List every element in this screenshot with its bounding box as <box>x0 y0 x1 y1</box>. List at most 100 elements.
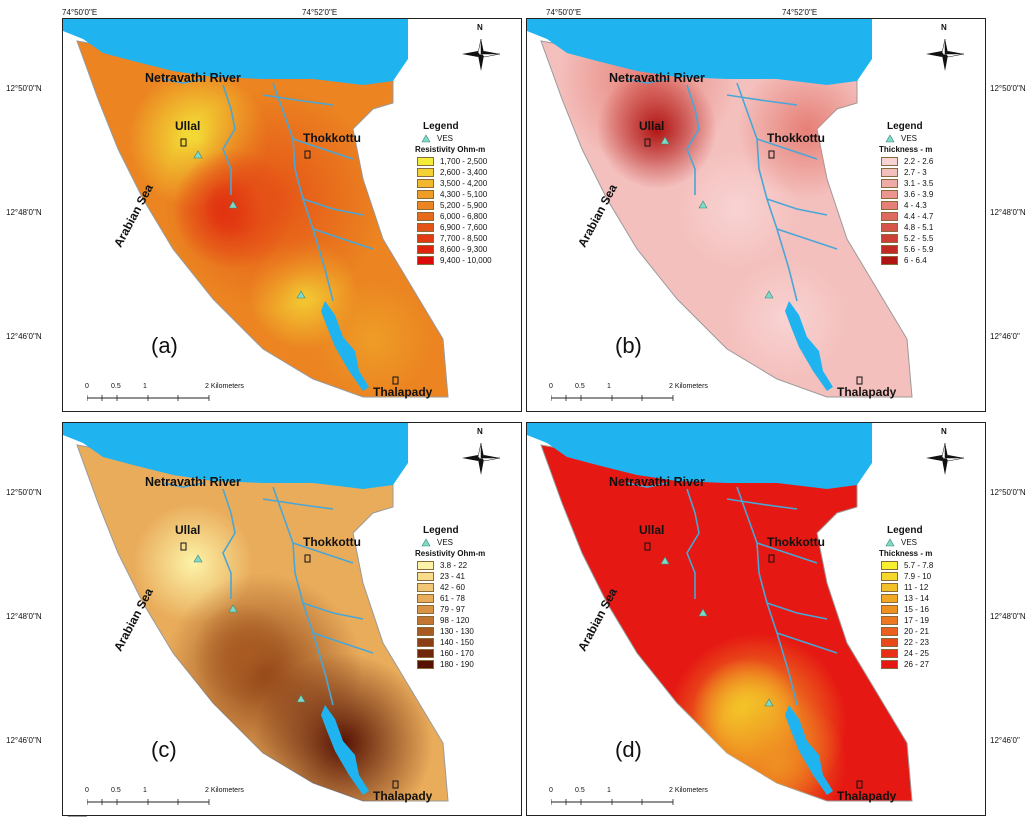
stream-line <box>736 82 798 302</box>
legend-ves-label: VES <box>437 538 454 547</box>
legend-range-label: 2.7 - 3 <box>904 168 927 177</box>
legend-swatch <box>881 649 898 658</box>
legend-swatch <box>417 201 434 210</box>
legend-range-label: 17 - 19 <box>904 616 929 625</box>
legend-swatch <box>417 168 434 177</box>
legend-class-row: 5.2 - 5.5 <box>881 233 985 244</box>
legend-class-row: 7,700 - 8,500 <box>417 233 521 244</box>
legend-swatch <box>881 605 898 614</box>
legend-range-label: 5.2 - 5.5 <box>904 234 934 243</box>
longitude-label: 74°50'0"E <box>62 8 98 17</box>
legend-range-label: 5.7 - 7.8 <box>904 561 934 570</box>
legend-range-label: 79 - 97 <box>440 605 465 614</box>
legend-range-label: 9,400 - 10,000 <box>440 256 492 265</box>
legend-ves-entry: VES <box>885 134 985 143</box>
legend-range-label: 24 - 25 <box>904 649 929 658</box>
ves-icon <box>885 134 895 143</box>
map-legend: Legend VES Resistivity Ohm-m 3.8 - 22 23 - 4… <box>403 525 521 670</box>
legend-range-label: 4 - 4.3 <box>904 201 927 210</box>
legend-heading: Resistivity Ohm-m <box>415 145 486 154</box>
scale-tick-label: 0.5 <box>111 787 121 794</box>
north-arrow-icon <box>922 437 968 484</box>
lagoon-water <box>321 301 369 391</box>
place-thokkottu: Thokkottu <box>767 535 825 549</box>
ves-marker <box>193 554 203 563</box>
town-marker <box>180 542 187 551</box>
legend-swatch <box>417 561 434 570</box>
place-ullal: Ullal <box>175 523 201 537</box>
stream-line <box>162 78 204 84</box>
town-marker <box>180 138 187 147</box>
legend-swatch <box>417 223 434 232</box>
legend-range-label: 4.8 - 5.1 <box>904 223 934 232</box>
north-arrow-icon <box>458 437 504 484</box>
legend-range-label: 7.9 - 10 <box>904 572 932 581</box>
legend-class-row: 140 - 150 <box>417 637 521 648</box>
north-label: N <box>477 427 483 436</box>
legend-swatch <box>417 649 434 658</box>
legend-swatch <box>881 638 898 647</box>
legend-swatch <box>881 234 898 243</box>
ves-marker <box>228 200 238 209</box>
legend-class-row: 2.7 - 3 <box>881 167 985 178</box>
stream-line <box>776 228 838 250</box>
stream-line <box>162 482 204 488</box>
legend-class-row: 6 - 6.4 <box>881 255 985 266</box>
ves-marker <box>296 290 306 299</box>
legend-title: Legend <box>887 121 923 132</box>
legend-range-label: 3.8 - 22 <box>440 561 468 570</box>
legend-swatch <box>417 594 434 603</box>
latitude-label: 12°50'0"N <box>990 488 1026 497</box>
stream-line <box>686 488 700 599</box>
stream-line <box>302 198 364 216</box>
legend-class-row: 130 - 130 <box>417 626 521 637</box>
legend-swatch <box>417 256 434 265</box>
stream-line <box>262 94 334 106</box>
river-water <box>527 19 872 85</box>
river-water <box>63 19 408 85</box>
legend-swatch <box>417 605 434 614</box>
legend-class-row: 11 - 12 <box>881 582 985 593</box>
legend-swatch <box>881 256 898 265</box>
scale-tick-label: 2 Kilometers <box>669 787 708 794</box>
ves-marker <box>296 694 306 703</box>
ves-marker <box>228 604 238 613</box>
legend-swatch <box>417 190 434 199</box>
legend-range-label: 4,300 - 5,100 <box>440 190 488 199</box>
map-canvas <box>63 19 449 398</box>
legend-range-label: 140 - 150 <box>440 638 474 647</box>
lagoon-water <box>785 301 833 391</box>
ves-icon <box>885 538 895 547</box>
stream-line <box>756 138 818 160</box>
longitude-label: 74°50'0"E <box>546 8 582 17</box>
river-name: Netravathi River <box>145 71 241 85</box>
longitude-label: 74°52'0"E <box>302 8 338 17</box>
legend-range-label: 20 - 21 <box>904 627 929 636</box>
legend-class-row: 6,000 - 6,800 <box>417 211 521 222</box>
place-thalapady: Thalapady <box>373 385 433 399</box>
town-marker <box>768 150 775 159</box>
panel-label: (c) <box>151 737 177 762</box>
town-marker <box>644 542 651 551</box>
scale-tick-label: 0 <box>85 787 89 794</box>
map-canvas <box>527 19 913 398</box>
legend-class-row: 79 - 97 <box>417 604 521 615</box>
panel-label: (b) <box>615 333 642 358</box>
legend-class-row: 5.6 - 5.9 <box>881 244 985 255</box>
legend-class-row: 3.1 - 3.5 <box>881 178 985 189</box>
place-thalapady: Thalapady <box>373 789 433 803</box>
scale-bar: 0 0.5 1 2 Kilometers <box>549 383 749 407</box>
legend-title: Legend <box>423 121 459 132</box>
contour-zone <box>193 603 293 703</box>
ves-marker <box>193 150 203 159</box>
legend-ves-entry: VES <box>885 538 985 547</box>
river-name: Netravathi River <box>609 475 705 489</box>
legend-swatch <box>881 179 898 188</box>
legend-class-row: 22 - 23 <box>881 637 985 648</box>
town-marker <box>856 780 863 789</box>
stream-line <box>776 632 838 654</box>
stream-line <box>756 542 818 564</box>
legend-range-label: 4.4 - 4.7 <box>904 212 934 221</box>
legend-class-row: 3,500 - 4,200 <box>417 178 521 189</box>
lagoon-water <box>321 705 369 795</box>
